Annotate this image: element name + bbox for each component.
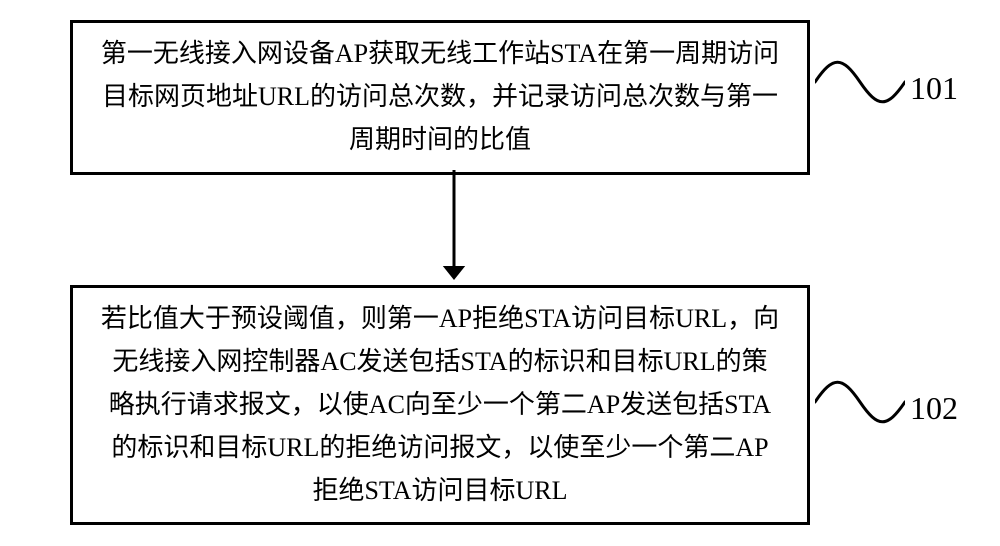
flow-text-line: 目标网页地址URL的访问总次数，并记录访问总次数与第一 [91, 76, 789, 119]
flow-text-line: 若比值大于预设阈值，则第一AP拒绝STA访问目标URL，向 [91, 298, 789, 341]
connector-squiggle [815, 58, 905, 106]
step-number: 102 [910, 390, 958, 426]
flow-text-line: 第一无线接入网设备AP获取无线工作站STA在第一周期访问 [91, 33, 789, 76]
flow-text-line: 周期时间的比值 [91, 119, 789, 162]
connector-squiggle [815, 378, 905, 426]
flow-text-line: 略执行请求报文，以使AC向至少一个第二AP发送包括STA [91, 384, 789, 427]
step-label-101: 101 [910, 70, 958, 107]
flow-text-line: 无线接入网控制器AC发送包括STA的标识和目标URL的策 [91, 341, 789, 384]
flow-text-line: 拒绝STA访问目标URL [91, 470, 789, 513]
step-label-102: 102 [910, 390, 958, 427]
flow-step-102: 若比值大于预设阈值，则第一AP拒绝STA访问目标URL，向 无线接入网控制器AC… [70, 285, 810, 525]
flow-step-101: 第一无线接入网设备AP获取无线工作站STA在第一周期访问 目标网页地址URL的访… [70, 20, 810, 175]
flow-arrow [440, 170, 468, 282]
flow-text-line: 的标识和目标URL的拒绝访问报文，以使至少一个第二AP [91, 427, 789, 470]
step-number: 101 [910, 70, 958, 106]
